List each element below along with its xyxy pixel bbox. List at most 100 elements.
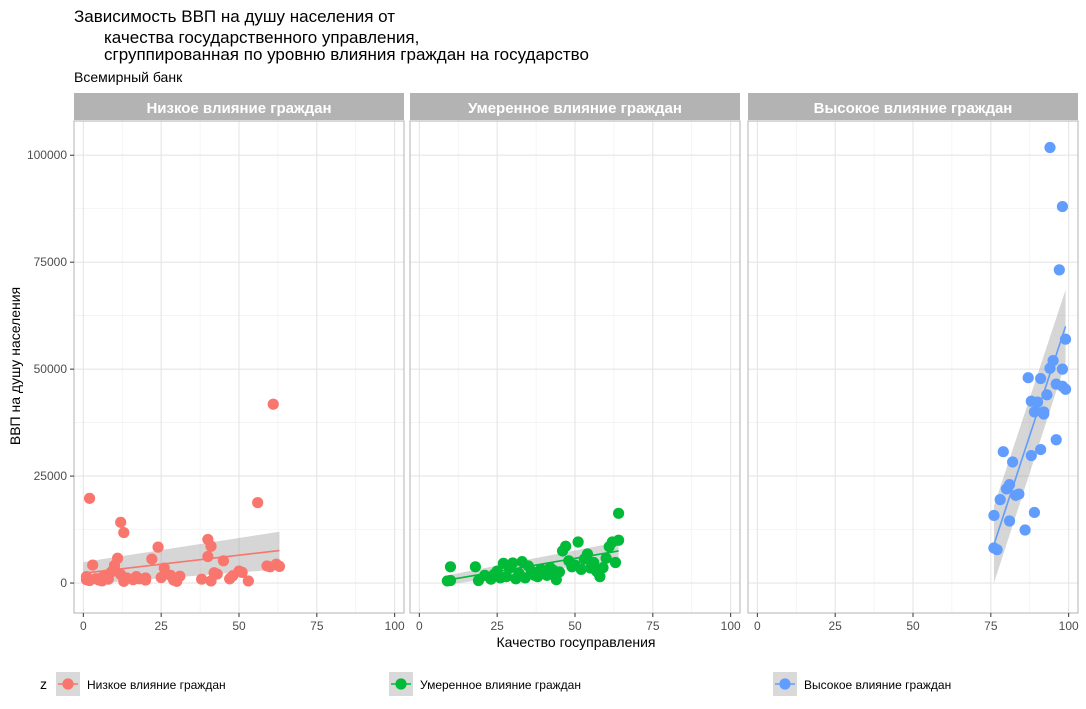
- data-point: [1050, 434, 1062, 446]
- x-tick-label: 25: [490, 619, 504, 633]
- facet-strip-label-1: Низкое влияние граждан: [146, 100, 331, 117]
- data-point: [560, 540, 572, 552]
- data-point: [1028, 406, 1041, 418]
- panel-3: Высокое влияние граждан 0 25 50 75 100: [747, 93, 1079, 633]
- data-point: [1022, 372, 1034, 384]
- data-point: [553, 566, 566, 578]
- data-point: [588, 556, 600, 569]
- data-point: [1019, 524, 1031, 536]
- legend-item-3: Высокое влияние граждан: [773, 672, 951, 696]
- data-point: [597, 562, 609, 574]
- panels-layer: Низкое влияние граждан 0 25 50 75 100 0 25000 50…: [27, 93, 1079, 633]
- x-tick-label: 50: [568, 619, 582, 633]
- data-point: [1059, 383, 1072, 395]
- data-point: [196, 573, 208, 585]
- x-tick-label: 0: [754, 619, 761, 633]
- x-tick-label: 0: [416, 619, 423, 633]
- data-point: [1003, 515, 1016, 527]
- grid-1: [74, 121, 404, 613]
- data-point: [594, 571, 606, 583]
- data-point: [211, 568, 223, 580]
- data-point: [507, 557, 519, 569]
- x-tick-label: 50: [906, 619, 920, 633]
- data-point: [1047, 354, 1059, 367]
- data-point: [1038, 408, 1050, 420]
- data-point: [1013, 488, 1025, 500]
- data-point: [612, 534, 625, 546]
- points-2: [441, 507, 625, 587]
- x-tick-label: 0: [80, 619, 87, 633]
- y-tick-label: 50000: [34, 362, 68, 376]
- x-tick-label: 75: [310, 619, 324, 633]
- data-point: [1056, 363, 1069, 375]
- legend-label: Высокое влияние граждан: [804, 678, 951, 692]
- data-point: [997, 446, 1009, 458]
- x-axis-title: Качество госуправления: [496, 634, 655, 650]
- data-point: [155, 571, 167, 584]
- data-point: [500, 571, 513, 583]
- data-point: [1035, 443, 1047, 456]
- facet-strip-label-3: Высокое влияние граждан: [814, 100, 1013, 117]
- x-tick-label: 25: [154, 619, 168, 633]
- data-point: [236, 566, 248, 578]
- data-point: [609, 556, 622, 569]
- data-point: [575, 563, 587, 575]
- points-1: [80, 398, 286, 587]
- legend-label: Умеренное влияние граждан: [420, 678, 581, 692]
- data-point: [115, 516, 127, 528]
- data-point: [1007, 456, 1019, 468]
- data-point: [267, 398, 279, 410]
- data-point: [118, 575, 130, 587]
- data-point: [152, 541, 164, 553]
- legend-key-point: [395, 678, 407, 690]
- legend-title: z: [40, 676, 47, 692]
- data-point: [83, 492, 96, 504]
- x-tick-label: 25: [828, 619, 842, 633]
- data-point: [1031, 396, 1044, 408]
- x-tick-label: 100: [1059, 619, 1079, 633]
- data-point: [87, 559, 99, 571]
- data-point: [1003, 479, 1016, 491]
- data-point: [991, 544, 1003, 556]
- data-point: [202, 550, 214, 563]
- data-point: [242, 575, 254, 587]
- data-point: [118, 526, 130, 539]
- legend-key-point: [779, 678, 791, 690]
- data-point: [252, 497, 264, 509]
- data-point: [111, 552, 124, 564]
- x-tick-label: 100: [385, 619, 405, 633]
- data-point: [994, 494, 1006, 506]
- data-point: [205, 540, 217, 552]
- x-tick-label: 75: [984, 619, 998, 633]
- data-point: [1025, 449, 1037, 462]
- data-point: [146, 553, 158, 565]
- data-point: [581, 548, 594, 560]
- legend-item-1: Низкое влияние граждан: [56, 672, 226, 696]
- data-point: [469, 561, 481, 573]
- y-tick-label: 25000: [34, 469, 68, 483]
- legend-item-2: Умеренное влияние граждан: [389, 672, 581, 696]
- chart-title-line-1: Зависимость ВВП на душу населения от: [74, 7, 395, 26]
- chart-subtitle: Всемирный банк: [74, 69, 183, 85]
- data-point: [444, 574, 457, 587]
- y-tick-label: 100000: [27, 148, 67, 162]
- legend-label: Низкое влияние граждан: [87, 678, 226, 692]
- data-point: [1059, 333, 1072, 345]
- x-tick-label: 75: [646, 619, 660, 633]
- facet-strip-3: [748, 93, 1078, 120]
- legend-layer: Низкое влияние граждан Умеренное влияние …: [56, 672, 951, 696]
- data-point: [612, 507, 625, 519]
- data-point: [158, 562, 170, 574]
- data-point: [140, 572, 152, 584]
- facet-strip-label-2: Умеренное влияние граждан: [468, 100, 682, 117]
- data-point: [988, 509, 1000, 522]
- data-point: [171, 575, 183, 587]
- data-point: [1035, 372, 1047, 385]
- panel-1: Низкое влияние граждан 0 25 50 75 100 0 25000 50…: [27, 93, 405, 633]
- facet-strip-2: [410, 93, 740, 120]
- data-point: [1041, 389, 1053, 401]
- y-tick-label: 75000: [34, 255, 68, 269]
- points-3: [988, 141, 1072, 556]
- y-tick-label: 0: [60, 576, 67, 590]
